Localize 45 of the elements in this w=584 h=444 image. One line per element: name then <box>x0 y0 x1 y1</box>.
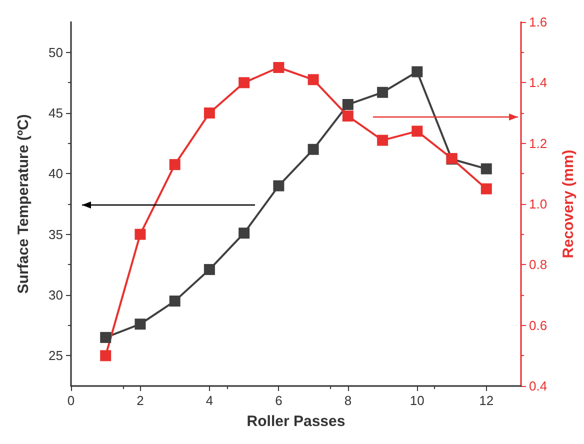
y2-tick-label: 0.4 <box>529 378 548 394</box>
x-tick-label: 0 <box>67 393 75 408</box>
y-tick-label: 40 <box>48 166 63 182</box>
point <box>204 264 215 276</box>
point <box>169 296 180 307</box>
point <box>342 110 354 122</box>
point <box>100 350 112 362</box>
point <box>204 108 215 118</box>
point <box>308 144 319 155</box>
point <box>480 163 492 174</box>
point <box>342 99 354 110</box>
point <box>273 180 284 192</box>
y-tick-label: 25 <box>48 348 63 364</box>
x-tick-label: 4 <box>206 393 214 408</box>
point <box>377 134 388 146</box>
point <box>169 159 180 170</box>
point <box>377 86 388 98</box>
y-tick-label: 50 <box>48 44 63 60</box>
point <box>273 62 284 73</box>
point <box>308 74 319 86</box>
y2-tick-label: 1.0 <box>529 196 548 212</box>
point <box>412 126 423 137</box>
x-axis-title: Roller Passes <box>246 413 346 430</box>
point <box>480 183 492 194</box>
y2-tick-label: 1.6 <box>529 14 548 30</box>
y2-axis-title: Recovery (mm) <box>560 150 577 258</box>
point <box>238 228 250 239</box>
point <box>238 77 250 88</box>
point <box>100 332 112 343</box>
x-tick-label: 12 <box>479 393 494 408</box>
y-tick-label: 45 <box>48 106 63 120</box>
y-tick-label: 30 <box>48 288 63 302</box>
y-tick-label: 35 <box>48 226 63 242</box>
point <box>412 66 423 78</box>
y2-tick-label: 0.8 <box>529 257 548 272</box>
x-tick-label: 10 <box>410 393 424 408</box>
y2-tick-label: 1.2 <box>529 136 548 151</box>
x-tick-label: 6 <box>275 393 282 408</box>
x-tick-label: 2 <box>136 393 144 408</box>
y2-tick-label: 1.4 <box>529 75 548 90</box>
point <box>134 318 146 330</box>
x-tick-label: 8 <box>344 393 352 408</box>
y2-tick-label: 0.6 <box>529 318 548 333</box>
y-axis-title: Surface Temperature (ºC) <box>15 114 32 294</box>
point <box>134 228 146 240</box>
